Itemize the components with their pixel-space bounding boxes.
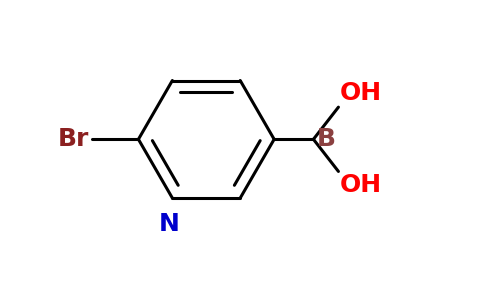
Text: OH: OH [340,81,382,105]
Text: OH: OH [340,173,382,197]
Text: B: B [316,127,335,151]
Text: N: N [158,212,179,236]
Text: Br: Br [58,127,89,151]
